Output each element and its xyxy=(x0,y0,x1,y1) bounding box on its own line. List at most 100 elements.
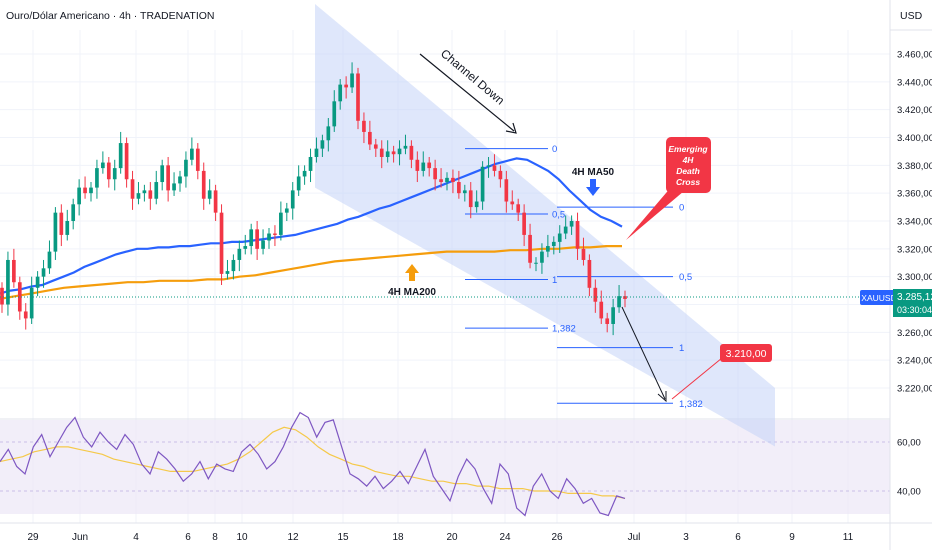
price-tick-label: 3.360,00 xyxy=(897,189,932,200)
time-tick-labels: 29 Jun 4 6 8 10 12 15 18 20 24 26 Jul 3 6 9 11 xyxy=(27,532,853,543)
price-tick-label: 3.300,00 xyxy=(897,272,932,283)
chart-title: Ouro/Dólar Americano · 4h · TRADENATION xyxy=(6,10,215,22)
candle-body xyxy=(433,168,437,180)
rsi-line xyxy=(0,411,626,517)
callout-line-1: Emerging xyxy=(668,144,708,154)
candle-body xyxy=(35,276,40,288)
candle-body xyxy=(403,145,408,149)
fib-right-label: 1,382 xyxy=(679,399,703,410)
ma50-arrow-shaft xyxy=(590,179,596,187)
candle-body xyxy=(201,170,206,199)
projection-arrow-head xyxy=(657,391,667,403)
fib-retracements[interactable]: 0 0,5 1 1,382 0 0,5 1 1,382 xyxy=(465,144,703,410)
candle-body xyxy=(47,251,52,269)
candle-body xyxy=(195,148,200,171)
price-tick-label: 3.320,00 xyxy=(897,244,932,255)
candle-body xyxy=(77,187,81,205)
candle-body xyxy=(332,101,337,127)
candle-body xyxy=(617,296,621,308)
ma200-annotation[interactable]: 4H MA200 xyxy=(388,264,436,298)
candle-body xyxy=(267,233,271,241)
candle-body xyxy=(249,229,254,247)
candle-body xyxy=(101,162,105,169)
fib-left-label: 0,5 xyxy=(552,210,565,221)
candle-body xyxy=(118,143,123,169)
current-price-tag[interactable]: XAUUSD 3.285,12 03:30:04 xyxy=(860,289,932,317)
time-tick-label: 10 xyxy=(236,532,248,543)
time-tick-label: 29 xyxy=(27,532,39,543)
candle-body xyxy=(124,143,129,180)
ma200-label: 4H MA200 xyxy=(388,287,436,298)
time-tick-label: 11 xyxy=(843,532,854,543)
rsi-tick-label: 60,00 xyxy=(897,438,921,449)
price-tick-label: 3.400,00 xyxy=(897,133,932,144)
candle-body xyxy=(166,165,170,191)
candle-body xyxy=(457,182,461,194)
candle-body xyxy=(53,212,58,252)
death-cross-callout[interactable]: Emerging 4H Death Cross xyxy=(626,137,711,240)
candle-body xyxy=(207,190,212,199)
ma50-annotation[interactable]: 4H MA50 xyxy=(572,167,615,196)
candle-body xyxy=(362,120,366,132)
candle-body xyxy=(89,187,93,194)
candle-body xyxy=(451,177,455,183)
candle-body xyxy=(225,271,230,274)
candle-body xyxy=(528,234,532,263)
time-tick-label: 4 xyxy=(133,532,139,543)
candle-body xyxy=(356,73,360,121)
ma50-arrow-head xyxy=(586,187,600,196)
fib-right-label: 0,5 xyxy=(679,272,692,283)
symbol-tag xyxy=(860,290,898,305)
fib-right-label: 1 xyxy=(679,343,684,354)
ma200-line xyxy=(0,245,622,300)
candle-body xyxy=(231,259,236,272)
time-tick-label: 18 xyxy=(392,532,404,543)
rsi-tick-labels: 60,00 40,00 xyxy=(897,438,921,498)
candle-body xyxy=(160,165,165,183)
candle-body xyxy=(302,170,307,177)
candle-body xyxy=(557,233,562,242)
projection-path[interactable]: 3.210,00 xyxy=(621,306,772,403)
candle-body xyxy=(480,166,485,202)
price-tick-label: 3.420,00 xyxy=(897,105,932,116)
time-tick-label: 6 xyxy=(185,532,191,543)
price-tick-label: 3.460,00 xyxy=(897,50,932,61)
channel-arrow-line xyxy=(419,53,515,132)
candle-body xyxy=(112,168,117,180)
channel-arrow-head xyxy=(505,122,517,134)
time-tick-label: 6 xyxy=(735,532,741,543)
candle-body xyxy=(385,151,390,157)
candle-body xyxy=(587,259,592,288)
candle-body xyxy=(243,246,248,249)
candle-body xyxy=(314,148,319,157)
price-tag-value: 3.285,12 xyxy=(897,292,932,303)
candle-body xyxy=(522,212,526,235)
candle-body xyxy=(17,282,22,312)
candle-body xyxy=(379,148,384,157)
price-tick-label: 3.260,00 xyxy=(897,328,932,339)
candle-body xyxy=(83,187,87,194)
price-scale[interactable] xyxy=(890,0,932,550)
price-tick-label: 3.340,00 xyxy=(897,217,932,228)
callout-pointer xyxy=(626,186,690,240)
candle-body xyxy=(611,307,615,324)
target-tag xyxy=(720,344,772,362)
candle-body xyxy=(569,221,574,227)
candle-body xyxy=(29,287,34,319)
candle-body xyxy=(136,193,141,199)
candle-body xyxy=(551,241,556,247)
candle-body xyxy=(261,240,265,249)
candle-body xyxy=(284,208,289,213)
channel-down-shape[interactable] xyxy=(315,4,775,447)
candle-body xyxy=(534,262,538,264)
price-tag-countdown: 03:30:04 xyxy=(897,305,932,315)
time-tick-label: Jun xyxy=(72,532,88,543)
candle-body xyxy=(41,268,46,277)
candle-body xyxy=(12,259,16,283)
candle-body xyxy=(439,179,443,183)
candle-body xyxy=(106,162,111,180)
candle-body xyxy=(59,212,64,235)
candle-body xyxy=(296,176,301,191)
candle-body xyxy=(468,190,473,208)
